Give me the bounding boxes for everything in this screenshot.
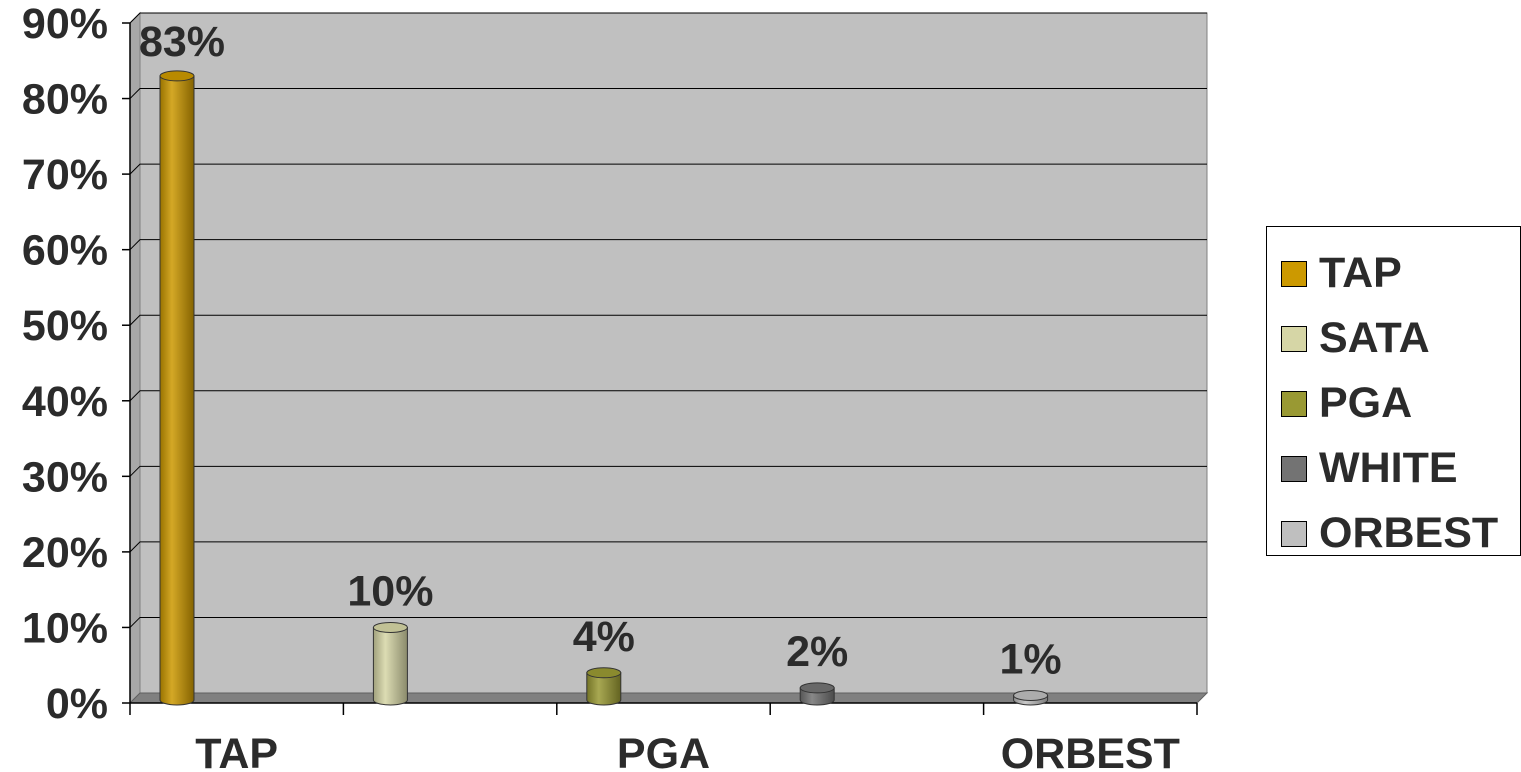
y-tick-label: 40% xyxy=(22,378,108,426)
x-tick-label: TAP xyxy=(195,730,278,772)
y-tick-label: 10% xyxy=(22,604,108,652)
legend-swatch-white xyxy=(1281,455,1307,482)
legend-item-pga: PGA xyxy=(1281,371,1520,436)
data-label: 1% xyxy=(1000,635,1062,683)
legend-item-orbest: ORBEST xyxy=(1281,501,1520,566)
bar-top xyxy=(372,621,408,633)
side-wall xyxy=(129,11,141,705)
gridline xyxy=(129,163,1207,175)
y-tick-label: 60% xyxy=(22,227,108,275)
bar-body xyxy=(372,626,408,706)
plot-area xyxy=(128,11,1209,705)
gridline xyxy=(129,12,1207,24)
y-tick-label: 20% xyxy=(22,529,108,577)
bar-white xyxy=(799,682,835,706)
y-tick-label: 90% xyxy=(22,0,108,48)
gridline xyxy=(129,390,1207,402)
legend-swatch-sata xyxy=(1281,325,1307,352)
legend-label: ORBEST xyxy=(1319,509,1499,557)
y-tick-label: 0% xyxy=(46,680,108,728)
gridline xyxy=(129,239,1207,251)
x-tick-label: ORBEST xyxy=(1001,730,1180,772)
data-labels: 83% 10% 4% 2% 1% xyxy=(139,18,1062,683)
bar-top xyxy=(799,682,835,694)
bar-pga xyxy=(586,667,622,706)
legend-swatch-tap xyxy=(1281,260,1307,287)
legend-label: PGA xyxy=(1319,379,1413,427)
legend-label: WHITE xyxy=(1319,444,1458,492)
gridline xyxy=(129,616,1207,628)
plot-background xyxy=(139,12,1208,694)
bars xyxy=(159,70,1049,706)
legend-swatch-pga xyxy=(1281,390,1307,417)
bar-body xyxy=(586,672,622,706)
gridline xyxy=(129,541,1207,553)
legend-item-sata: SATA xyxy=(1281,306,1520,371)
legend-label: SATA xyxy=(1319,314,1430,362)
gridline xyxy=(129,465,1207,477)
gridline xyxy=(129,314,1207,326)
gridlines xyxy=(129,12,1207,628)
x-tick-label: PGA xyxy=(617,730,710,772)
gridline xyxy=(129,88,1207,99)
data-label: 4% xyxy=(573,613,635,661)
legend-label: TAP xyxy=(1319,249,1402,297)
legend-swatch-orbest xyxy=(1281,520,1307,547)
y-tick-label: 50% xyxy=(22,302,108,350)
y-tick-label: 30% xyxy=(22,453,108,501)
axes: 0% 10% 20% 30% 40% 50% 60% 70% 80% 90% TAP PGA ORBES… xyxy=(22,0,1198,772)
bar-top xyxy=(586,667,622,679)
bar-body xyxy=(159,75,195,706)
bar-sata xyxy=(372,621,408,706)
bar-orbest xyxy=(1013,689,1049,706)
bar-top xyxy=(1013,689,1049,701)
legend-item-tap: TAP xyxy=(1281,241,1520,306)
data-label: 10% xyxy=(347,567,433,615)
y-tick-label: 80% xyxy=(22,76,108,124)
y-tick-label: 70% xyxy=(22,151,108,199)
bar-tap xyxy=(159,70,195,706)
legend: TAP SATA PGA WHITE ORBEST xyxy=(1266,226,1521,557)
data-label: 83% xyxy=(139,18,225,66)
bar-top xyxy=(159,70,195,82)
data-label: 2% xyxy=(786,628,848,676)
legend-item-white: WHITE xyxy=(1281,436,1520,501)
